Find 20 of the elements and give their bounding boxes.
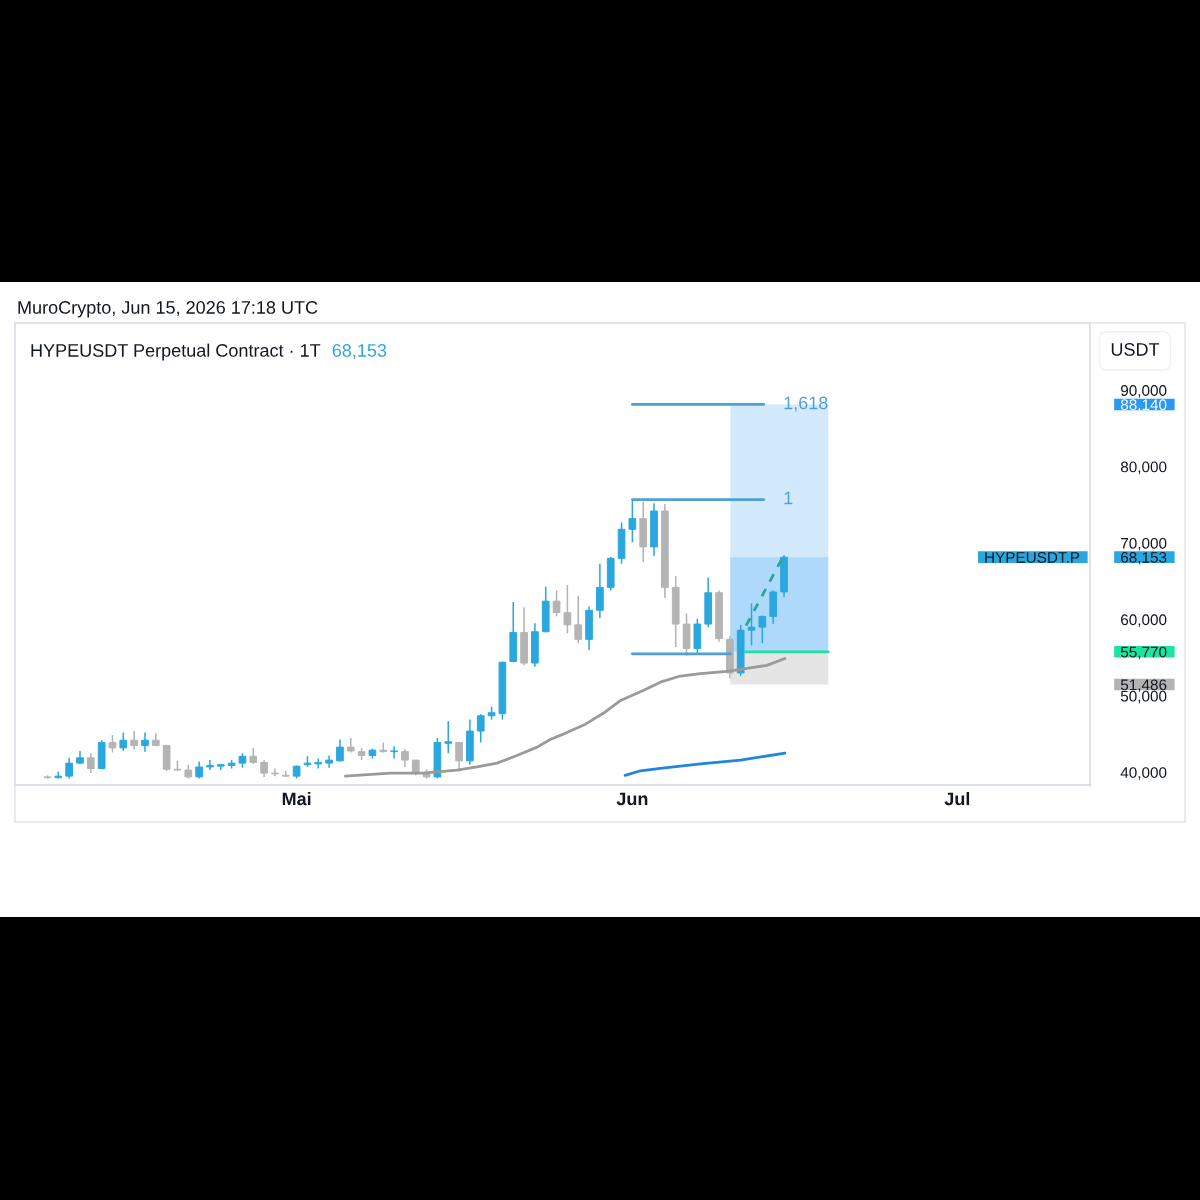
- text: MuroCrypto, Jun 15, 2026 17:18 UTC: [18, 301, 318, 318]
- y-tick-label: 51,486: [1120, 679, 1167, 693]
- series-label: 1,618: [784, 396, 828, 412]
- y-tick-label: 60,000: [1121, 614, 1167, 627]
- y-tick-label: 88,140: [1120, 399, 1167, 412]
- y-tick-label: 80,000: [1120, 461, 1167, 475]
- y-tick-label: 55,770: [1120, 646, 1167, 660]
- y-tick-label: 90,000: [1120, 385, 1167, 398]
- text: HYPEUSDT Perpetual Contract · 1T: [31, 343, 321, 361]
- legend-label: HYPEUSDT.P: [985, 551, 1080, 563]
- x-tick-label: Jun: [616, 792, 648, 806]
- y-tick-label: 40,000: [1120, 767, 1167, 780]
- y-axis-title: USDT: [1111, 343, 1160, 356]
- x-tick-label: Mai: [282, 792, 311, 806]
- text: 68,153: [1121, 551, 1167, 565]
- series-label: 1: [784, 491, 793, 505]
- x-tick-label: Jul: [944, 792, 970, 806]
- y-tick-label: 70,000: [1121, 537, 1167, 551]
- y-tick-label: 50,000: [1120, 690, 1167, 704]
- text: 68,153: [332, 344, 387, 359]
